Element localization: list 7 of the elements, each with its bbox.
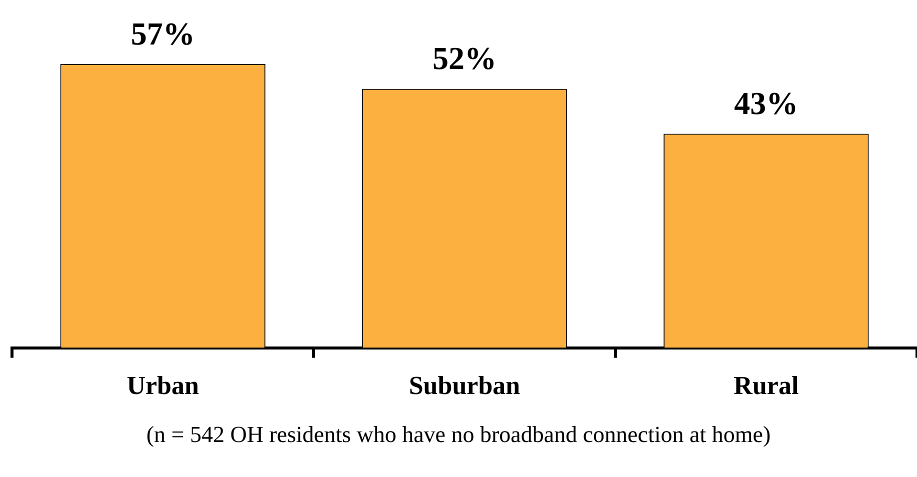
x-tick-label: Urban — [126, 371, 200, 400]
data-label: 57% — [130, 15, 195, 52]
x-tick-label: Suburban — [408, 371, 521, 400]
text: (n = 542 OH residents who have no broadband connection at home) — [145, 422, 772, 448]
data-label: 52% — [432, 40, 496, 76]
x-tick-label: Rural — [734, 371, 799, 400]
data-label: 43% — [734, 84, 798, 121]
